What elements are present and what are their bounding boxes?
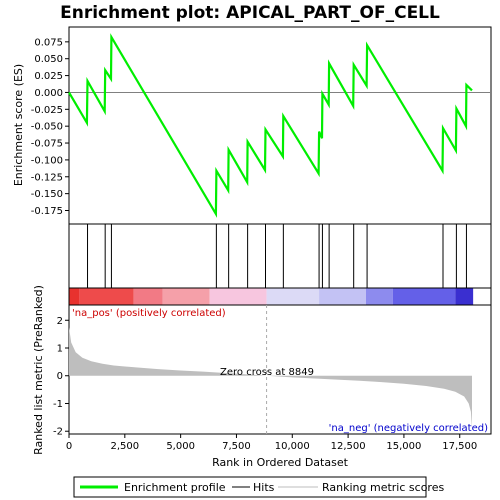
heat-segment — [455, 288, 474, 305]
x-tick-label: 2,500 — [110, 441, 139, 452]
positive-label: 'na_pos' (positively correlated) — [72, 308, 226, 319]
x-axis-label: Rank in Ordered Dataset — [212, 456, 349, 469]
es-y-tick-label: -0.075 — [31, 139, 63, 150]
heat-segment — [392, 288, 456, 305]
legend: Enrichment profile Hits Ranking metric s… — [73, 476, 444, 498]
zero-cross-label: Zero cross at 8849 — [220, 367, 314, 378]
metric-y-tick-label: 2 — [57, 316, 63, 327]
legend-metric-label: Ranking metric scores — [322, 481, 444, 494]
x-tick-label: 15,000 — [386, 441, 421, 452]
heat-segment — [133, 288, 163, 305]
es-panel: 0.075 0.050 0.025 0.000 -0.025 -0.050 -0.075 -0… — [12, 26, 492, 225]
hits-panel — [68, 223, 492, 289]
es-y-tick-label: -0.100 — [31, 155, 63, 166]
x-tick-label: 12,500 — [331, 441, 366, 452]
x-axis: 0 2,500 5,000 7,500 10,000 12,500 15,000 17,500 — [66, 434, 477, 452]
chart-title: Enrichment plot: APICAL_PART_OF_CELL — [60, 3, 440, 23]
heat-panel — [68, 287, 492, 306]
es-y-tick-label: -0.050 — [31, 122, 63, 133]
es-panel-frame — [68, 26, 492, 225]
es-y-tick-label: 0.025 — [34, 71, 63, 82]
x-tick-label: 5,000 — [166, 441, 195, 452]
heat-segment — [266, 288, 320, 305]
heat-segment — [319, 288, 366, 305]
x-tick-label: 17,500 — [442, 441, 477, 452]
heat-segment — [365, 288, 393, 305]
legend-enrichment-label: Enrichment profile — [124, 481, 226, 494]
metric-y-tick-label: 1 — [57, 344, 63, 355]
x-tick-label: 10,000 — [275, 441, 310, 452]
metric-y-axis-label: Ranked list metric (PreRanked) — [32, 285, 45, 455]
x-tick-label: 7,500 — [222, 441, 251, 452]
es-y-tick-label: -0.025 — [31, 105, 63, 116]
es-y-tick-label: -0.150 — [31, 189, 63, 200]
heat-segment — [79, 288, 134, 305]
metric-y-tick-label: 0 — [57, 371, 63, 382]
metric-area — [69, 327, 472, 429]
heat-segment — [69, 288, 80, 305]
metric-y-tick-label: -2 — [53, 427, 63, 438]
negative-label: 'na_neg' (negatively correlated) — [329, 423, 488, 434]
es-y-tick-label: 0.075 — [34, 37, 63, 48]
es-y-tick-label: 0.050 — [34, 54, 63, 65]
x-tick-label: 0 — [66, 441, 72, 452]
heat-segment — [162, 288, 210, 305]
es-y-tick-label: 0.000 — [34, 88, 63, 99]
metric-panel: 2 1 0 -1 -2 'na_pos' (positively correlated)… — [32, 285, 492, 455]
heat-segment — [209, 288, 267, 305]
es-y-tick-label: -0.125 — [31, 172, 63, 183]
es-curve — [68, 33, 473, 218]
es-y-tick-label: -0.175 — [31, 206, 63, 217]
es-y-axis-label: Enrichment score (ES) — [12, 64, 25, 186]
metric-y-tick-label: -1 — [53, 399, 63, 410]
legend-hits-label: Hits — [253, 481, 275, 494]
hits-panel-frame — [68, 223, 492, 289]
